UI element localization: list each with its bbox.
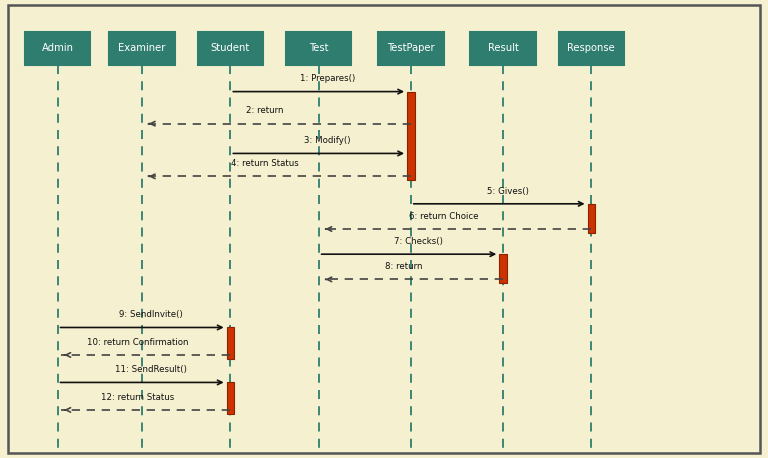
Bar bbox=[25, 32, 91, 65]
Bar bbox=[197, 32, 263, 65]
Text: 4: return Status: 4: return Status bbox=[231, 159, 299, 168]
Bar bbox=[559, 32, 624, 65]
Text: 10: return Confirmation: 10: return Confirmation bbox=[87, 338, 188, 347]
Text: 1: Prepares(): 1: Prepares() bbox=[300, 74, 355, 83]
Text: 12: return Status: 12: return Status bbox=[101, 393, 174, 402]
Bar bbox=[227, 327, 234, 359]
Text: 2: return: 2: return bbox=[247, 106, 284, 115]
Text: 11: SendResult(): 11: SendResult() bbox=[114, 365, 187, 374]
Bar bbox=[109, 32, 174, 65]
Bar bbox=[227, 382, 234, 414]
Text: 3: Modify(): 3: Modify() bbox=[304, 136, 351, 145]
Text: Examiner: Examiner bbox=[118, 43, 166, 53]
Bar bbox=[588, 204, 595, 233]
Text: 7: Checks(): 7: Checks() bbox=[393, 237, 442, 246]
Text: 8: return: 8: return bbox=[385, 262, 422, 271]
Text: 6: return Choice: 6: return Choice bbox=[409, 212, 478, 221]
Bar bbox=[286, 32, 352, 65]
Text: Test: Test bbox=[309, 43, 329, 53]
Bar bbox=[407, 92, 415, 180]
Bar bbox=[499, 254, 507, 283]
Text: 9: SendInvite(): 9: SendInvite() bbox=[118, 310, 183, 319]
Text: TestPaper: TestPaper bbox=[387, 43, 435, 53]
Text: Student: Student bbox=[210, 43, 250, 53]
Text: 5: Gives(): 5: Gives() bbox=[487, 186, 529, 196]
Text: Admin: Admin bbox=[41, 43, 74, 53]
Text: Result: Result bbox=[488, 43, 518, 53]
Text: Response: Response bbox=[568, 43, 615, 53]
Bar bbox=[378, 32, 443, 65]
Bar bbox=[470, 32, 536, 65]
